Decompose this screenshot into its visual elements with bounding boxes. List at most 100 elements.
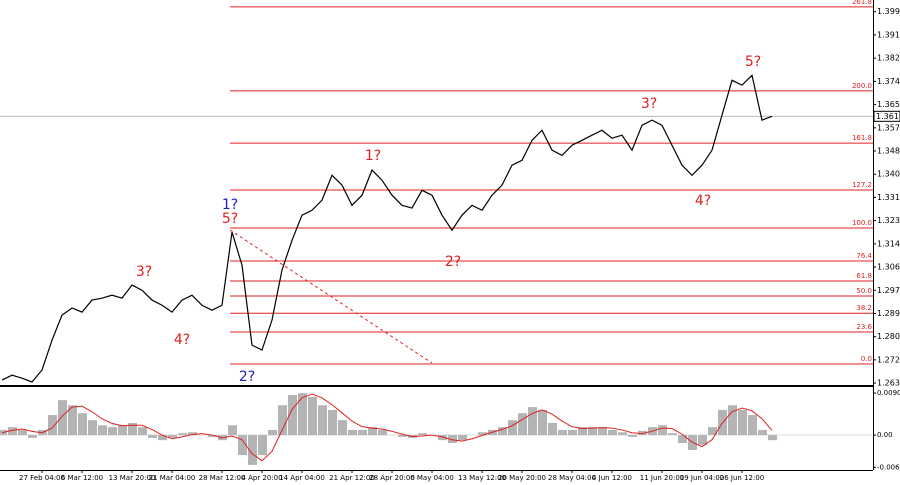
- histogram-bar: [88, 420, 97, 436]
- wave-label: 2?: [445, 254, 461, 270]
- x-tick-label: 21 Mar 04:00: [149, 474, 196, 482]
- histogram-bar: [668, 433, 677, 436]
- wave-label: 5?: [745, 54, 761, 70]
- histogram-bar: [328, 409, 337, 436]
- histogram-bar: [58, 400, 67, 436]
- y-tick-label: 1.3574: [877, 123, 900, 132]
- y-tick-label: 1.3659: [877, 100, 900, 109]
- y-tick-label: 1.3914: [877, 30, 900, 39]
- histogram-bar: [588, 427, 597, 436]
- y-tick-label: 1.2724: [877, 355, 900, 364]
- fib-label: 261.8: [852, 0, 872, 6]
- y-tick-label: 1.3489: [877, 146, 900, 155]
- wave-label: 1?: [365, 148, 381, 164]
- histogram-bar: [278, 405, 287, 436]
- histogram-bar: [308, 396, 317, 436]
- histogram-bar: [658, 425, 667, 436]
- y-tick-label: 1.2809: [877, 332, 900, 341]
- histogram-bar: [228, 425, 237, 436]
- x-tick-label: 21 Apr 12:00: [329, 474, 375, 482]
- fib-label: 161.8: [852, 134, 872, 142]
- y-tick-label: 1.3319: [877, 193, 900, 202]
- y-tick-label: 1.2894: [877, 309, 900, 318]
- fib-label: 50.0: [856, 287, 872, 295]
- histogram-bar: [498, 427, 507, 436]
- trend-line: [229, 229, 433, 364]
- histogram-bar: [478, 432, 487, 436]
- histogram-bar: [528, 407, 537, 436]
- x-tick-label: 11 Jun 20:00: [640, 474, 684, 482]
- histogram-bar: [768, 435, 777, 441]
- histogram-bar: [298, 393, 307, 436]
- histogram-bar: [508, 420, 517, 436]
- histogram-bar: [708, 427, 717, 436]
- histogram-bar: [68, 405, 77, 436]
- x-tick-label: 4 Apr 20:00: [241, 474, 282, 482]
- y-tick-label: 1.3064: [877, 263, 900, 272]
- histogram-bar: [618, 432, 627, 436]
- histogram-bar: [758, 429, 767, 436]
- histogram-bar: [258, 435, 267, 456]
- histogram-bar: [458, 435, 467, 441]
- histogram-bar: [578, 427, 587, 436]
- wave-label: 4?: [174, 332, 190, 348]
- histogram-bar: [598, 427, 607, 436]
- histogram-bar: [698, 435, 707, 445]
- histogram-bar: [538, 409, 547, 436]
- wave-label: 5?: [222, 211, 238, 227]
- x-tick-label: 19 Jun 04:00: [680, 474, 724, 482]
- histogram-bar: [568, 429, 577, 436]
- histogram-bar: [628, 435, 637, 437]
- wave-label: 4?: [695, 193, 711, 209]
- fib-label: 61.8: [856, 272, 872, 280]
- histogram-bar: [558, 429, 567, 436]
- histogram-bar: [128, 422, 137, 436]
- histogram-bar: [238, 435, 247, 456]
- histogram-bar: [728, 405, 737, 436]
- fib-label: 0.0: [861, 355, 872, 363]
- x-tick-label: 28 May 04:00: [548, 474, 596, 482]
- wave-label: 2?: [239, 369, 255, 385]
- histogram-bar: [638, 430, 647, 436]
- y-tick-label: -0.00692: [877, 463, 900, 471]
- histogram-bar: [738, 409, 747, 436]
- x-tick-label: 6 May 04:00: [410, 474, 454, 482]
- y-tick-label: 1.2979: [877, 286, 900, 295]
- histogram-bar: [608, 429, 617, 436]
- histogram-bar: [398, 435, 407, 437]
- histogram-bar: [98, 425, 107, 436]
- x-tick-label: 13 Mar 20:00: [109, 474, 156, 482]
- histogram-bar: [208, 435, 217, 437]
- y-tick-label: 1.3744: [877, 77, 900, 86]
- fib-label: 23.6: [856, 323, 872, 331]
- fib-label: 127.2: [852, 181, 872, 189]
- x-tick-label: 28 Mar 12:00: [199, 474, 246, 482]
- y-tick-label: 1.3234: [877, 216, 900, 225]
- x-tick-label: 6 Mar 12:00: [61, 474, 103, 482]
- histogram-bar: [168, 435, 177, 438]
- histogram-bar: [18, 429, 27, 436]
- histogram-bar: [418, 433, 427, 436]
- histogram-bar: [378, 429, 387, 436]
- fib-label: 38.2: [856, 304, 872, 312]
- histogram-bar: [248, 435, 257, 465]
- histogram-bar: [78, 413, 87, 436]
- histogram-bar: [188, 432, 197, 436]
- x-tick-label: 14 Apr 04:00: [279, 474, 325, 482]
- y-tick-label: 1.3149: [877, 239, 900, 248]
- histogram-bar: [338, 420, 347, 436]
- histogram-bar: [138, 427, 147, 436]
- histogram-bar: [548, 422, 557, 436]
- histogram-bar: [438, 435, 447, 441]
- histogram-bar: [288, 394, 297, 436]
- x-tick-label: 4 Jun 12:00: [592, 474, 632, 482]
- current-price-box: [873, 110, 900, 122]
- signal-line: [1, 393, 773, 462]
- histogram-bar: [178, 433, 187, 436]
- wave-label: 3?: [136, 264, 152, 280]
- price-line: [1, 74, 773, 383]
- histogram-bar: [358, 429, 367, 436]
- histogram-bar: [108, 427, 117, 436]
- y-tick-label: 1.3829: [877, 54, 900, 63]
